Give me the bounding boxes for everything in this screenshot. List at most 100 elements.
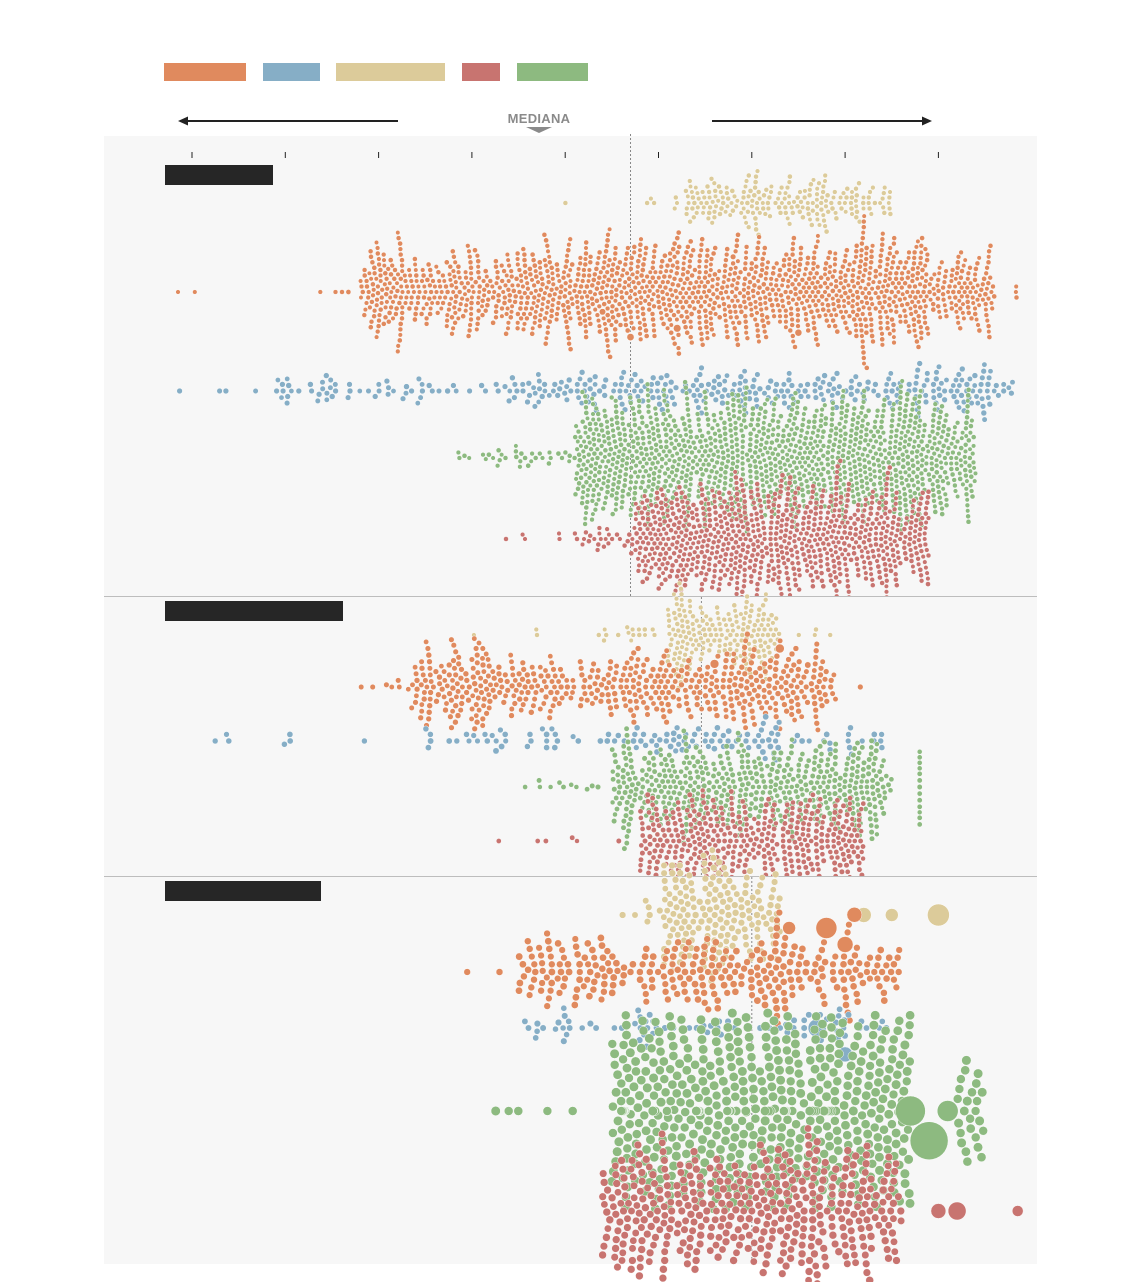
data-point (957, 470, 963, 476)
data-point (787, 463, 793, 469)
data-point (785, 575, 791, 582)
data-point (702, 692, 709, 699)
data-point (756, 654, 762, 660)
data-point (799, 277, 806, 283)
data-point (870, 243, 876, 249)
data-point (622, 299, 628, 305)
data-point (818, 521, 823, 527)
data-point (757, 459, 763, 465)
data-point (929, 460, 935, 467)
data-point (768, 525, 774, 531)
data-point (365, 387, 372, 395)
data-point (583, 399, 589, 405)
data-point (707, 194, 713, 201)
data-point (518, 300, 524, 306)
data-point (680, 537, 686, 543)
data-point (540, 700, 547, 707)
data-point (619, 272, 625, 279)
data-point (904, 397, 910, 403)
data-point (783, 324, 789, 330)
data-point (757, 570, 763, 576)
data-point (946, 283, 953, 290)
data-point (594, 482, 600, 489)
data-point (687, 258, 693, 264)
data-point (736, 528, 742, 534)
data-point (905, 454, 911, 460)
data-point (544, 243, 550, 249)
data-point (734, 436, 740, 442)
data-point (682, 379, 688, 385)
data-point (494, 269, 501, 275)
data-point (627, 698, 634, 705)
data-point (861, 507, 867, 513)
data-point (394, 288, 401, 294)
data-point (887, 276, 893, 282)
data-point (653, 447, 660, 454)
data-point (633, 516, 639, 522)
data-point (612, 298, 618, 304)
data-point (796, 267, 802, 273)
data-point (922, 246, 929, 252)
data-point (859, 278, 866, 284)
data-point (613, 507, 619, 513)
data-point (711, 493, 717, 499)
data-point (665, 488, 671, 494)
data-point (827, 632, 833, 638)
data-point (764, 474, 770, 480)
data-point (837, 458, 844, 464)
data-point (718, 205, 725, 212)
data-point (712, 568, 718, 574)
data-point (853, 186, 859, 192)
data-point (812, 284, 819, 291)
data-point (358, 295, 364, 300)
data-point (805, 211, 812, 217)
data-point (653, 279, 659, 285)
data-point (724, 334, 731, 340)
data-point (464, 297, 470, 303)
data-point (763, 187, 769, 193)
data-point (842, 258, 848, 264)
data-point (453, 285, 459, 291)
data-point (875, 392, 882, 399)
data-point (673, 545, 679, 551)
data-point (509, 303, 515, 309)
data-point (860, 418, 866, 424)
data-point (533, 273, 540, 280)
data-point (703, 269, 709, 275)
data-point (848, 433, 854, 439)
data-point (566, 376, 573, 384)
data-point (805, 200, 811, 206)
data-point (788, 426, 795, 432)
data-point (696, 422, 702, 428)
data-point (668, 642, 674, 648)
data-point (601, 475, 607, 481)
data-point (653, 705, 660, 713)
data-point (858, 247, 865, 253)
data-point (563, 280, 569, 286)
data-point (727, 632, 734, 638)
data-point (711, 209, 718, 215)
data-point (376, 261, 382, 268)
data-point (770, 417, 776, 424)
data-point (805, 455, 811, 461)
data-point (528, 709, 535, 716)
data-point (565, 247, 572, 253)
data-point (609, 536, 615, 542)
data-point (685, 624, 691, 630)
data-point (895, 549, 901, 555)
data-point (369, 299, 375, 305)
data-point (748, 512, 754, 518)
data-point (825, 461, 831, 468)
data-point (529, 251, 536, 258)
data-point (598, 269, 604, 275)
data-point (606, 299, 612, 305)
data-point (659, 581, 665, 587)
data-point (816, 180, 822, 186)
data-point (666, 662, 673, 668)
panel-title-bar (165, 165, 273, 185)
data-point (755, 333, 761, 339)
data-point (644, 460, 650, 467)
data-point (673, 596, 680, 602)
data-point (605, 478, 611, 484)
data-point (684, 205, 690, 212)
